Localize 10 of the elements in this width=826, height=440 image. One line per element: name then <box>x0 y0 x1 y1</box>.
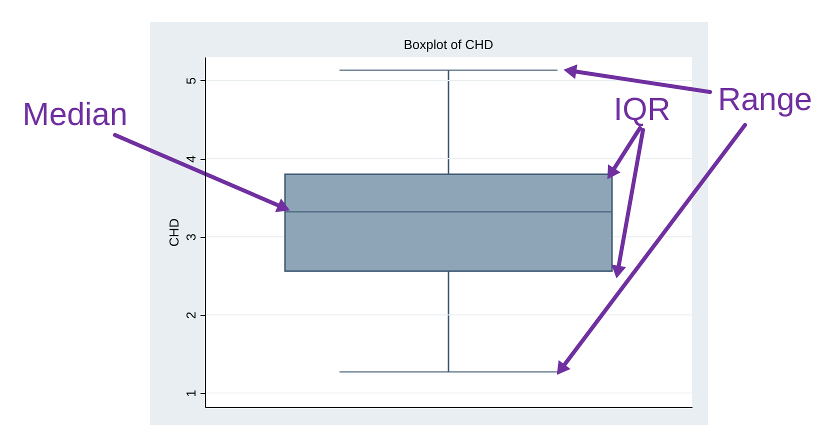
text: Range <box>718 81 812 117</box>
y-tick-label: 5 <box>184 77 198 85</box>
y-tick-label: 2 <box>184 312 198 319</box>
text: Median <box>22 96 128 132</box>
chart-title: Boxplot of CHD <box>404 37 494 52</box>
y-axis-title: CHD <box>166 218 182 247</box>
annotation: IQR <box>614 91 670 127</box>
y-tick-label: 3 <box>184 234 198 241</box>
y-tick-label: 4 <box>184 155 198 163</box>
y-tick-label: 1 <box>184 390 198 398</box>
